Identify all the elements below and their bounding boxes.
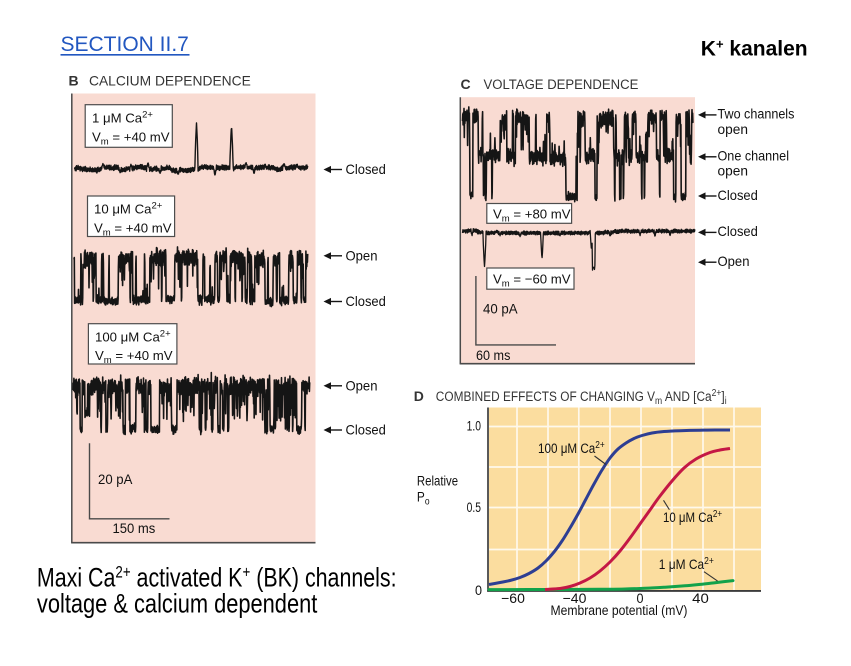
svg-text:Vm = +80 mV: Vm = +80 mV [493,207,571,225]
svg-text:D: D [414,388,424,404]
svg-text:B: B [69,72,79,88]
svg-text:100 μM Ca2+: 100 μM Ca2+ [538,439,605,456]
svg-text:Vm = +40 mV: Vm = +40 mV [95,348,173,366]
svg-text:Closed: Closed [718,223,758,239]
svg-text:0: 0 [475,582,482,598]
svg-text:40 pA: 40 pA [483,301,519,316]
svg-text:VOLTAGE DEPENDENCE: VOLTAGE DEPENDENCE [484,77,639,92]
svg-text:Closed: Closed [346,422,386,438]
svg-text:Closed: Closed [346,162,386,178]
svg-text:−40: −40 [563,590,587,606]
svg-text:Vm = +40 mV: Vm = +40 mV [94,221,172,239]
svg-text:150 ms: 150 ms [113,521,156,537]
svg-text:10 μM Ca2+: 10 μM Ca2+ [663,508,722,525]
svg-text:open: open [718,162,748,178]
svg-text:K+ kanalen: K+ kanalen [701,37,808,61]
svg-text:Maxi Ca2+ activated K+ (BK) ch: Maxi Ca2+ activated K+ (BK) channels: [37,563,397,593]
svg-text:voltage & calcium dependent: voltage & calcium dependent [37,590,318,619]
svg-text:Relative: Relative [417,473,458,489]
svg-text:Closed: Closed [718,187,758,203]
svg-text:0.5: 0.5 [467,499,481,515]
svg-text:Open: Open [346,378,378,394]
svg-text:Membrane potential (mV): Membrane potential (mV) [551,602,688,618]
svg-text:100 μM Ca2+: 100 μM Ca2+ [95,329,171,345]
svg-text:open: open [718,121,748,137]
svg-text:C: C [461,76,471,92]
svg-text:60 ms: 60 ms [476,347,511,363]
svg-text:40: 40 [692,591,709,606]
svg-text:CALCIUM DEPENDENCE: CALCIUM DEPENDENCE [89,72,251,88]
svg-text:Open: Open [346,248,378,264]
svg-text:20 pA: 20 pA [98,472,133,487]
svg-text:1 μM Ca2+: 1 μM Ca2+ [659,555,714,572]
svg-text:1 μM Ca2+: 1 μM Ca2+ [92,110,153,126]
svg-text:1.0: 1.0 [467,418,481,434]
svg-text:One channel: One channel [718,148,790,164]
svg-text:Two channels: Two channels [718,106,795,122]
svg-text:COMBINED EFFECTS OF CHANGING V: COMBINED EFFECTS OF CHANGING Vm AND [Ca2… [436,388,727,407]
svg-text:Closed: Closed [346,294,386,310]
svg-text:Open: Open [718,253,750,269]
svg-text:Vm = +40 mV: Vm = +40 mV [92,130,170,148]
svg-text:Vm = −60 mV: Vm = −60 mV [493,272,571,290]
svg-text:10 μM Ca2+: 10 μM Ca2+ [94,201,163,217]
svg-text:0: 0 [636,590,643,606]
svg-text:−60: −60 [501,590,525,606]
svg-text:SECTION II.7: SECTION II.7 [61,33,189,56]
